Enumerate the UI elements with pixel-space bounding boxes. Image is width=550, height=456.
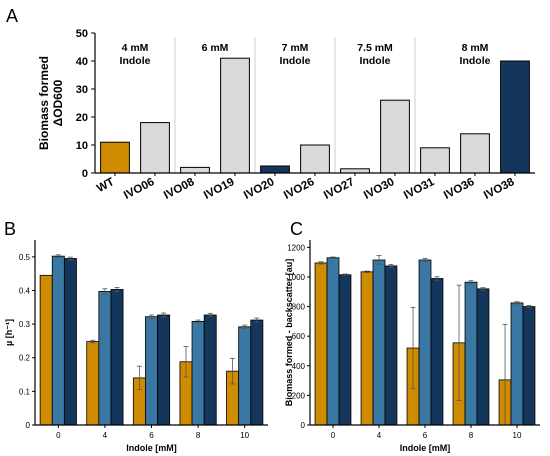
panel-label-b: B [4, 219, 16, 239]
x-tick-label-a: IVO08 [162, 176, 197, 202]
x-tick-label-c: 8 [469, 431, 474, 440]
bar-b-orange-4 [86, 341, 100, 426]
bar-c-orange-4 [360, 271, 374, 426]
bar-ivo19 [220, 57, 250, 174]
bar-b-orange-0 [39, 274, 53, 426]
x-tick-label-c: 10 [513, 431, 522, 440]
y-tick-label-c: 400 [292, 362, 306, 371]
group-label-indole: Indole [460, 55, 491, 67]
y-tick-label-c: 800 [292, 303, 306, 312]
x-tick-label-a: IVO30 [362, 176, 396, 202]
bar-ivo06 [140, 122, 170, 174]
panel-label-a: A [6, 6, 18, 26]
bar-b-navy-10 [250, 319, 264, 426]
group-label-concentration: 6 mM [202, 42, 229, 54]
y-tick-label-a: 30 [76, 84, 88, 96]
y-tick-label-b: 0.2 [19, 354, 31, 363]
bar-ivo38 [500, 60, 530, 174]
y-axis-title-c: Biomass formed - backscatter [au] [284, 259, 294, 407]
y-tick-label-b: 0 [26, 421, 31, 430]
x-tick-label-a: IVO26 [282, 176, 316, 202]
bar-ivo26 [300, 144, 330, 174]
x-tick-label-a: IVO36 [442, 176, 476, 202]
y-tick-label-a: 50 [76, 28, 88, 40]
bar-c-navy-0 [338, 274, 352, 426]
x-tick-label-b: 8 [196, 431, 201, 440]
group-label-indole: Indole [280, 55, 311, 67]
y-tick-label-b: 0.1 [19, 387, 31, 396]
bar-c-blue-0 [326, 257, 340, 426]
group-label-concentration: 7 mM [282, 42, 309, 54]
x-tick-label-a: IVO20 [242, 176, 276, 202]
bar-c-navy-10 [522, 306, 536, 426]
x-tick-label-c: 4 [377, 431, 382, 440]
x-tick-label-b: 10 [240, 431, 249, 440]
x-axis-title-c: Indole [mM] [400, 443, 451, 453]
x-tick-label-b: 4 [103, 431, 108, 440]
y-tick-label-c: 1200 [287, 243, 305, 252]
bar-ivo31 [420, 147, 450, 174]
y-tick-label-b: 0.3 [19, 320, 31, 329]
y-axis-title-a-line1: Biomass formed [37, 56, 51, 150]
group-label-indole: Indole [360, 55, 391, 67]
x-axis-title-b: Indole [mM] [126, 443, 177, 453]
y-tick-label-c: 200 [292, 391, 306, 400]
bar-ivo36 [460, 133, 490, 174]
bar-c-orange-0 [314, 262, 328, 426]
x-tick-label-c: 0 [331, 431, 336, 440]
panel-label-c: C [290, 219, 303, 239]
x-tick-label-b: 0 [56, 431, 61, 440]
y-tick-label-a: 20 [76, 112, 88, 124]
bar-c-blue-6 [418, 259, 432, 426]
x-tick-label-a: IVO06 [122, 176, 156, 202]
x-tick-label-a: WT [95, 176, 116, 195]
panel-b: B 0 0.1 0.2 0.3 0.4 0.5 0 4 6 8 10 Indole [mM] µ [h⁻¹… [4, 219, 268, 453]
bar-c-blue-10 [510, 302, 524, 426]
y-tick-label-c: 600 [292, 332, 306, 341]
x-tick-label-a: IVO31 [402, 176, 437, 202]
panel-c: C 0 200 400 600 800 1000 1200 0 4 6 8 10 Indole [mM] B… [284, 219, 540, 453]
x-tick-label-c: 6 [423, 431, 428, 440]
bar-b-navy-4 [110, 289, 124, 426]
bar-b-navy-8 [203, 314, 217, 426]
bar-b-navy-6 [157, 314, 171, 426]
bar-c-navy-8 [476, 288, 490, 426]
y-tick-label-a: 10 [76, 140, 88, 152]
y-tick-label-b: 0.5 [19, 253, 31, 262]
bar-b-navy-0 [63, 258, 77, 426]
bar-ivo30 [380, 99, 410, 174]
group-label-concentration: 7.5 mM [357, 42, 393, 54]
bar-c-navy-6 [430, 278, 444, 426]
bar-c-blue-4 [372, 259, 386, 426]
group-label-indole: Indole [120, 55, 151, 67]
x-tick-label-a: IVO27 [322, 176, 356, 202]
bar-b-blue-4 [98, 291, 112, 426]
y-tick-label-c: 0 [301, 421, 306, 430]
bar-ivo27 [340, 168, 370, 174]
y-axis-title-a-line2: ΔOD600 [51, 79, 65, 126]
y-tick-label-b: 0.4 [19, 286, 31, 295]
y-tick-label-c: 1000 [287, 273, 305, 282]
bar-c-navy-4 [384, 265, 398, 426]
bar-b-blue-10 [238, 326, 252, 426]
x-tick-label-a: IVO38 [482, 176, 517, 202]
x-tick-label-b: 6 [149, 431, 154, 440]
bar-wt [100, 141, 130, 174]
bar-b-blue-0 [51, 255, 65, 426]
y-tick-label-a: 0 [82, 168, 88, 180]
bar-c-blue-8 [464, 281, 478, 426]
y-tick-label-a: 40 [76, 56, 88, 68]
group-label-concentration: 4 mM [122, 42, 149, 54]
y-axis-title-b: µ [h⁻¹] [4, 319, 14, 346]
group-label-concentration: 8 mM [462, 42, 489, 54]
bar-ivo20 [260, 165, 290, 174]
bar-b-blue-6 [145, 316, 158, 426]
x-tick-label-a: IVO19 [202, 176, 236, 202]
bar-b-blue-8 [191, 320, 205, 426]
bar-ivo08 [180, 166, 210, 174]
